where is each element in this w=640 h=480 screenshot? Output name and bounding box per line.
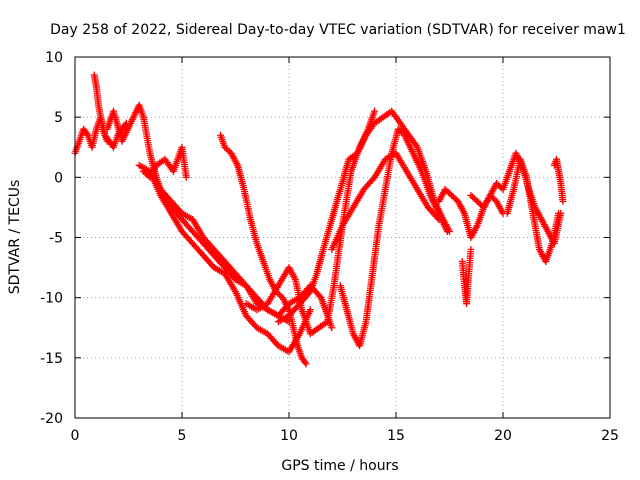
y-tick-label: -15 (40, 351, 63, 367)
data-point (443, 227, 451, 235)
series-track-b (90, 71, 111, 145)
series-track-j (336, 125, 451, 350)
data-point (182, 173, 190, 181)
data-point (302, 360, 310, 368)
data-point (139, 167, 147, 175)
data-point (448, 191, 456, 199)
data-point (435, 215, 443, 223)
series-track-g (217, 131, 310, 368)
data-point (449, 193, 457, 201)
data-point (473, 197, 481, 205)
data-point (467, 191, 475, 199)
data-point (475, 199, 483, 207)
x-tick-label: 25 (601, 428, 619, 444)
data-points (71, 71, 567, 368)
x-tick-label: 15 (387, 428, 405, 444)
data-point (371, 107, 379, 115)
y-tick-label: -10 (40, 291, 63, 307)
data-point (441, 185, 449, 193)
data-point (83, 130, 91, 138)
series-track-o (503, 155, 563, 266)
data-point (103, 137, 111, 145)
series-track-i (274, 107, 453, 326)
y-tick-label: 5 (54, 110, 63, 126)
chart-title: Day 258 of 2022, Sidereal Day-to-day VTE… (50, 22, 626, 38)
data-point (555, 209, 563, 217)
data-point (328, 324, 336, 332)
data-point (472, 196, 480, 204)
x-axis-label: GPS time / hours (281, 458, 398, 474)
series-track-m (458, 246, 475, 308)
data-point (451, 194, 459, 202)
data-point (396, 127, 404, 135)
y-axis-label: SDTVAR / TECUs (7, 180, 23, 295)
data-point (141, 169, 149, 177)
y-tick-label: 0 (54, 170, 63, 186)
data-point (467, 246, 475, 254)
series-track-f (139, 143, 190, 181)
plot-border (74, 56, 611, 419)
x-tick-label: 0 (71, 428, 80, 444)
y-tick-label: 10 (45, 50, 63, 66)
data-point (494, 181, 502, 189)
x-tick-label: 5 (178, 428, 187, 444)
data-point (493, 179, 501, 187)
data-point (224, 146, 232, 154)
data-point (443, 187, 451, 195)
series-track-p (550, 155, 567, 205)
data-point (446, 190, 454, 198)
data-point (559, 197, 567, 205)
data-point (316, 292, 324, 300)
x-tick-label: 20 (494, 428, 512, 444)
data-point (394, 125, 402, 133)
y-tick-label: -20 (40, 411, 63, 427)
data-point (275, 291, 283, 299)
data-point (397, 128, 405, 136)
data-point (496, 182, 504, 190)
data-point (444, 188, 452, 196)
data-point (469, 193, 477, 201)
series-track-k (328, 149, 443, 254)
data-point (470, 194, 478, 202)
data-point (305, 289, 313, 297)
axis-ticks: 0 5 10 15 20 25 -20 -15 -10 -5 0 5 10 (40, 50, 619, 444)
x-tick-label: 10 (280, 428, 298, 444)
data-point (301, 358, 309, 366)
y-tick-label: -5 (49, 231, 63, 247)
data-point (433, 214, 441, 222)
data-point (306, 306, 314, 314)
data-point (221, 143, 229, 151)
data-point (222, 145, 230, 153)
